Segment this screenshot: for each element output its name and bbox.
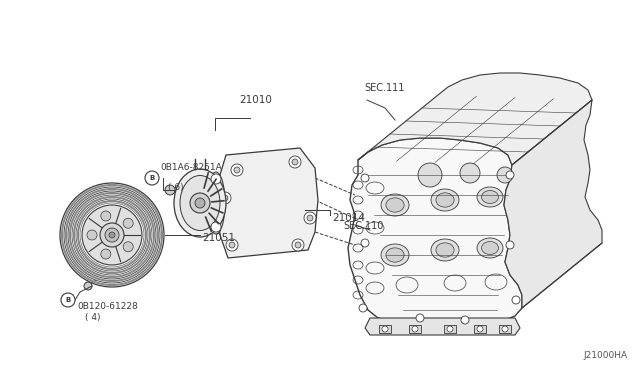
Ellipse shape xyxy=(174,169,226,237)
Text: SEC.110: SEC.110 xyxy=(343,221,383,231)
Ellipse shape xyxy=(481,241,499,254)
Polygon shape xyxy=(348,138,522,328)
Circle shape xyxy=(109,232,115,238)
Circle shape xyxy=(361,174,369,182)
Circle shape xyxy=(477,326,483,332)
Circle shape xyxy=(165,185,175,195)
Circle shape xyxy=(502,326,508,332)
Circle shape xyxy=(418,163,442,187)
Circle shape xyxy=(231,164,243,176)
Text: ( 6): ( 6) xyxy=(168,183,184,192)
Circle shape xyxy=(219,192,231,204)
Circle shape xyxy=(506,241,514,249)
Ellipse shape xyxy=(436,243,454,257)
Circle shape xyxy=(382,326,388,332)
Circle shape xyxy=(61,293,75,307)
Circle shape xyxy=(506,171,514,179)
Circle shape xyxy=(497,167,513,183)
Bar xyxy=(474,325,486,333)
Circle shape xyxy=(359,304,367,312)
Circle shape xyxy=(512,296,520,304)
Circle shape xyxy=(190,193,210,213)
Ellipse shape xyxy=(386,198,404,212)
Circle shape xyxy=(292,159,298,165)
Text: 21051: 21051 xyxy=(202,233,235,243)
Text: B: B xyxy=(65,297,70,303)
Circle shape xyxy=(234,167,240,173)
Circle shape xyxy=(211,174,221,184)
Circle shape xyxy=(145,171,159,185)
Circle shape xyxy=(211,222,221,232)
Circle shape xyxy=(412,326,418,332)
Bar xyxy=(444,325,456,333)
Circle shape xyxy=(416,314,424,322)
Text: ( 4): ( 4) xyxy=(85,313,100,322)
Polygon shape xyxy=(504,100,602,308)
Bar xyxy=(409,325,421,333)
Ellipse shape xyxy=(477,187,503,207)
Circle shape xyxy=(226,239,238,251)
Ellipse shape xyxy=(477,238,503,258)
Polygon shape xyxy=(218,148,318,258)
Text: 21010: 21010 xyxy=(239,95,273,105)
Ellipse shape xyxy=(481,190,499,203)
Circle shape xyxy=(229,242,235,248)
Text: 0B120-61228: 0B120-61228 xyxy=(77,302,138,311)
Polygon shape xyxy=(365,318,520,335)
Circle shape xyxy=(461,316,469,324)
Circle shape xyxy=(123,218,133,228)
Polygon shape xyxy=(358,73,592,165)
Circle shape xyxy=(304,212,316,224)
Ellipse shape xyxy=(436,193,454,207)
Circle shape xyxy=(292,239,304,251)
Text: J21000HA: J21000HA xyxy=(584,351,628,360)
Circle shape xyxy=(123,242,133,252)
Circle shape xyxy=(105,228,119,242)
Circle shape xyxy=(101,249,111,259)
Circle shape xyxy=(295,242,301,248)
Circle shape xyxy=(222,195,228,201)
Ellipse shape xyxy=(381,244,409,266)
Bar xyxy=(499,325,511,333)
Circle shape xyxy=(447,326,453,332)
Ellipse shape xyxy=(386,248,404,262)
Ellipse shape xyxy=(431,239,459,261)
Circle shape xyxy=(460,163,480,183)
Ellipse shape xyxy=(381,194,409,216)
Bar xyxy=(379,325,391,333)
Text: 21014: 21014 xyxy=(332,213,365,223)
Circle shape xyxy=(101,211,111,221)
Text: B: B xyxy=(149,175,155,181)
Circle shape xyxy=(87,230,97,240)
Ellipse shape xyxy=(207,172,225,234)
Circle shape xyxy=(307,215,313,221)
Ellipse shape xyxy=(431,189,459,211)
Circle shape xyxy=(289,156,301,168)
Text: 0B1A6-8251A: 0B1A6-8251A xyxy=(160,163,221,172)
Text: SEC.111: SEC.111 xyxy=(364,83,404,93)
Ellipse shape xyxy=(180,176,220,231)
Circle shape xyxy=(361,239,369,247)
Circle shape xyxy=(100,223,124,247)
Circle shape xyxy=(195,198,205,208)
Circle shape xyxy=(84,282,92,290)
Circle shape xyxy=(82,205,142,265)
